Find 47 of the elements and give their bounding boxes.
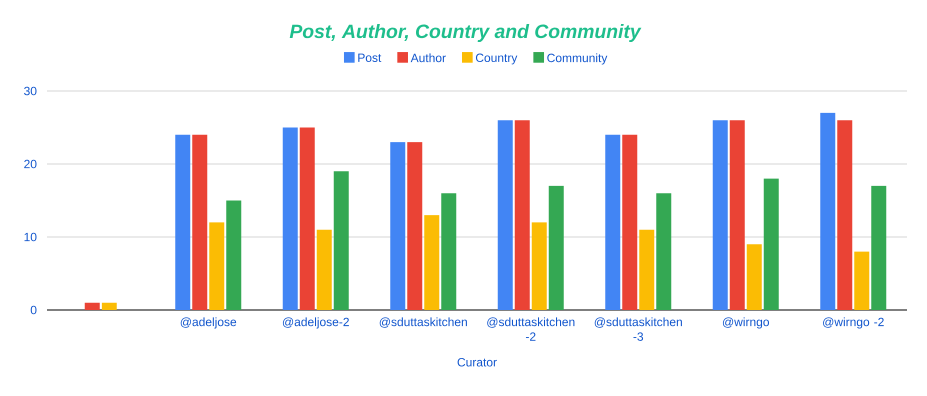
bar [300, 128, 315, 310]
y-tick-label: 20 [24, 160, 36, 168]
legend-label: Country [476, 54, 518, 64]
bar [746, 244, 762, 310]
bar [764, 178, 779, 310]
x-tick-label: @adeljose-2 [282, 317, 349, 329]
bar [639, 230, 654, 310]
bar [532, 222, 547, 310]
bar [334, 171, 349, 310]
bar [498, 120, 513, 310]
y-tick-label: 10 [24, 232, 36, 242]
bar [441, 193, 456, 310]
bar [226, 200, 242, 310]
chart-title: Post, Author, Country and Community [290, 24, 642, 42]
bar [282, 128, 298, 310]
bar [548, 186, 564, 310]
bar [175, 134, 190, 310]
bar [871, 186, 886, 310]
legend-label: Author [410, 53, 446, 62]
bar [622, 134, 638, 310]
bar [84, 302, 100, 310]
bar [424, 215, 440, 310]
bar [656, 193, 672, 310]
x-tick-label: @sduttaskitchen -2 [487, 317, 574, 341]
legend-label: Post [358, 54, 382, 62]
x-tick-label: @sduttaskitchen -3 [594, 317, 682, 341]
bar [712, 120, 728, 310]
bar [209, 222, 224, 310]
bar [192, 134, 208, 310]
bar [407, 142, 422, 310]
bar [390, 142, 406, 310]
bar [854, 252, 870, 310]
x-tick-label: @sduttaskitchen [380, 317, 467, 328]
x-tick-label: @wirngo [722, 317, 770, 329]
bar [837, 120, 852, 310]
bar [514, 120, 530, 310]
y-tick-label: 30 [24, 86, 36, 96]
x-tick-label: @wirngo -2 [823, 317, 884, 329]
bar [730, 120, 745, 310]
bar [316, 230, 332, 310]
y-tick-label: 0 [30, 306, 36, 314]
bar [820, 112, 836, 310]
legend-label: Community [547, 53, 608, 65]
bar [605, 134, 620, 310]
bar [102, 302, 117, 310]
x-tick-label: @adeljose [180, 317, 236, 329]
x-axis-title: Curator [458, 358, 497, 367]
